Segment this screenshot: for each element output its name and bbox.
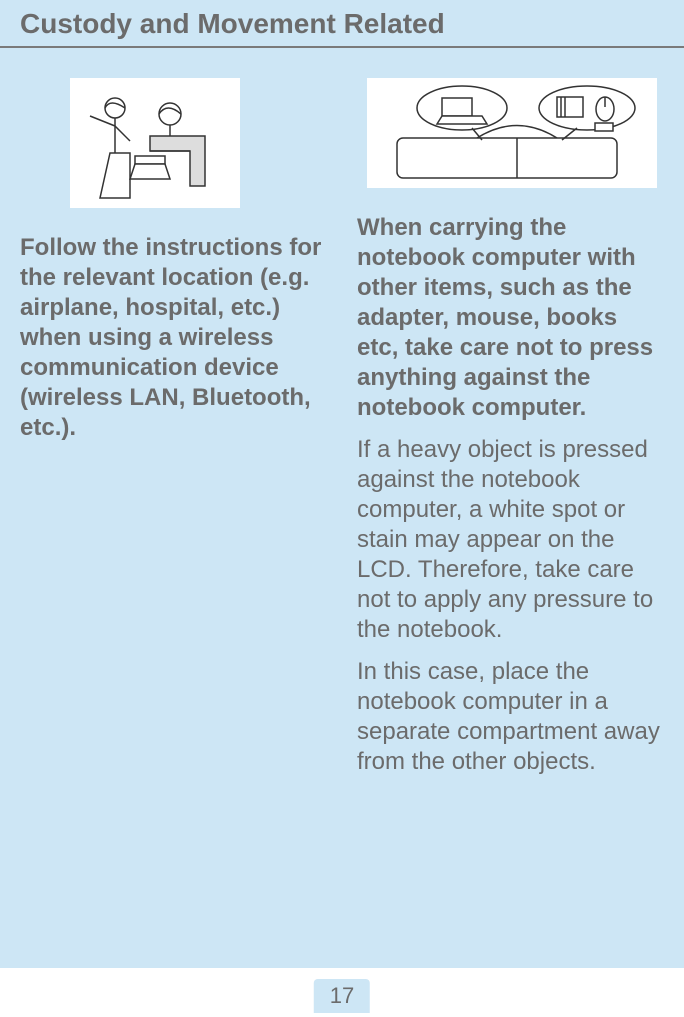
right-paragraph-1: If a heavy object is pressed against the… [357,435,664,645]
laptop-bag-mouse-icon [377,83,647,183]
section-title: Custody and Movement Related [20,8,664,40]
bag-items-illustration [367,78,657,188]
page-number: 17 [314,979,370,1013]
right-column: When carrying the notebook computer with… [357,78,664,908]
right-heading: When carrying the notebook computer with… [357,213,664,423]
airplane-illustration [70,78,240,208]
flight-attendant-passenger-icon [80,86,230,201]
left-heading: Follow the instructions for the relevant… [20,233,327,443]
section-header: Custody and Movement Related [0,0,684,48]
content-area: Follow the instructions for the relevant… [0,48,684,968]
right-paragraph-2: In this case, place the notebook compute… [357,657,664,777]
left-column: Follow the instructions for the relevant… [20,78,327,908]
